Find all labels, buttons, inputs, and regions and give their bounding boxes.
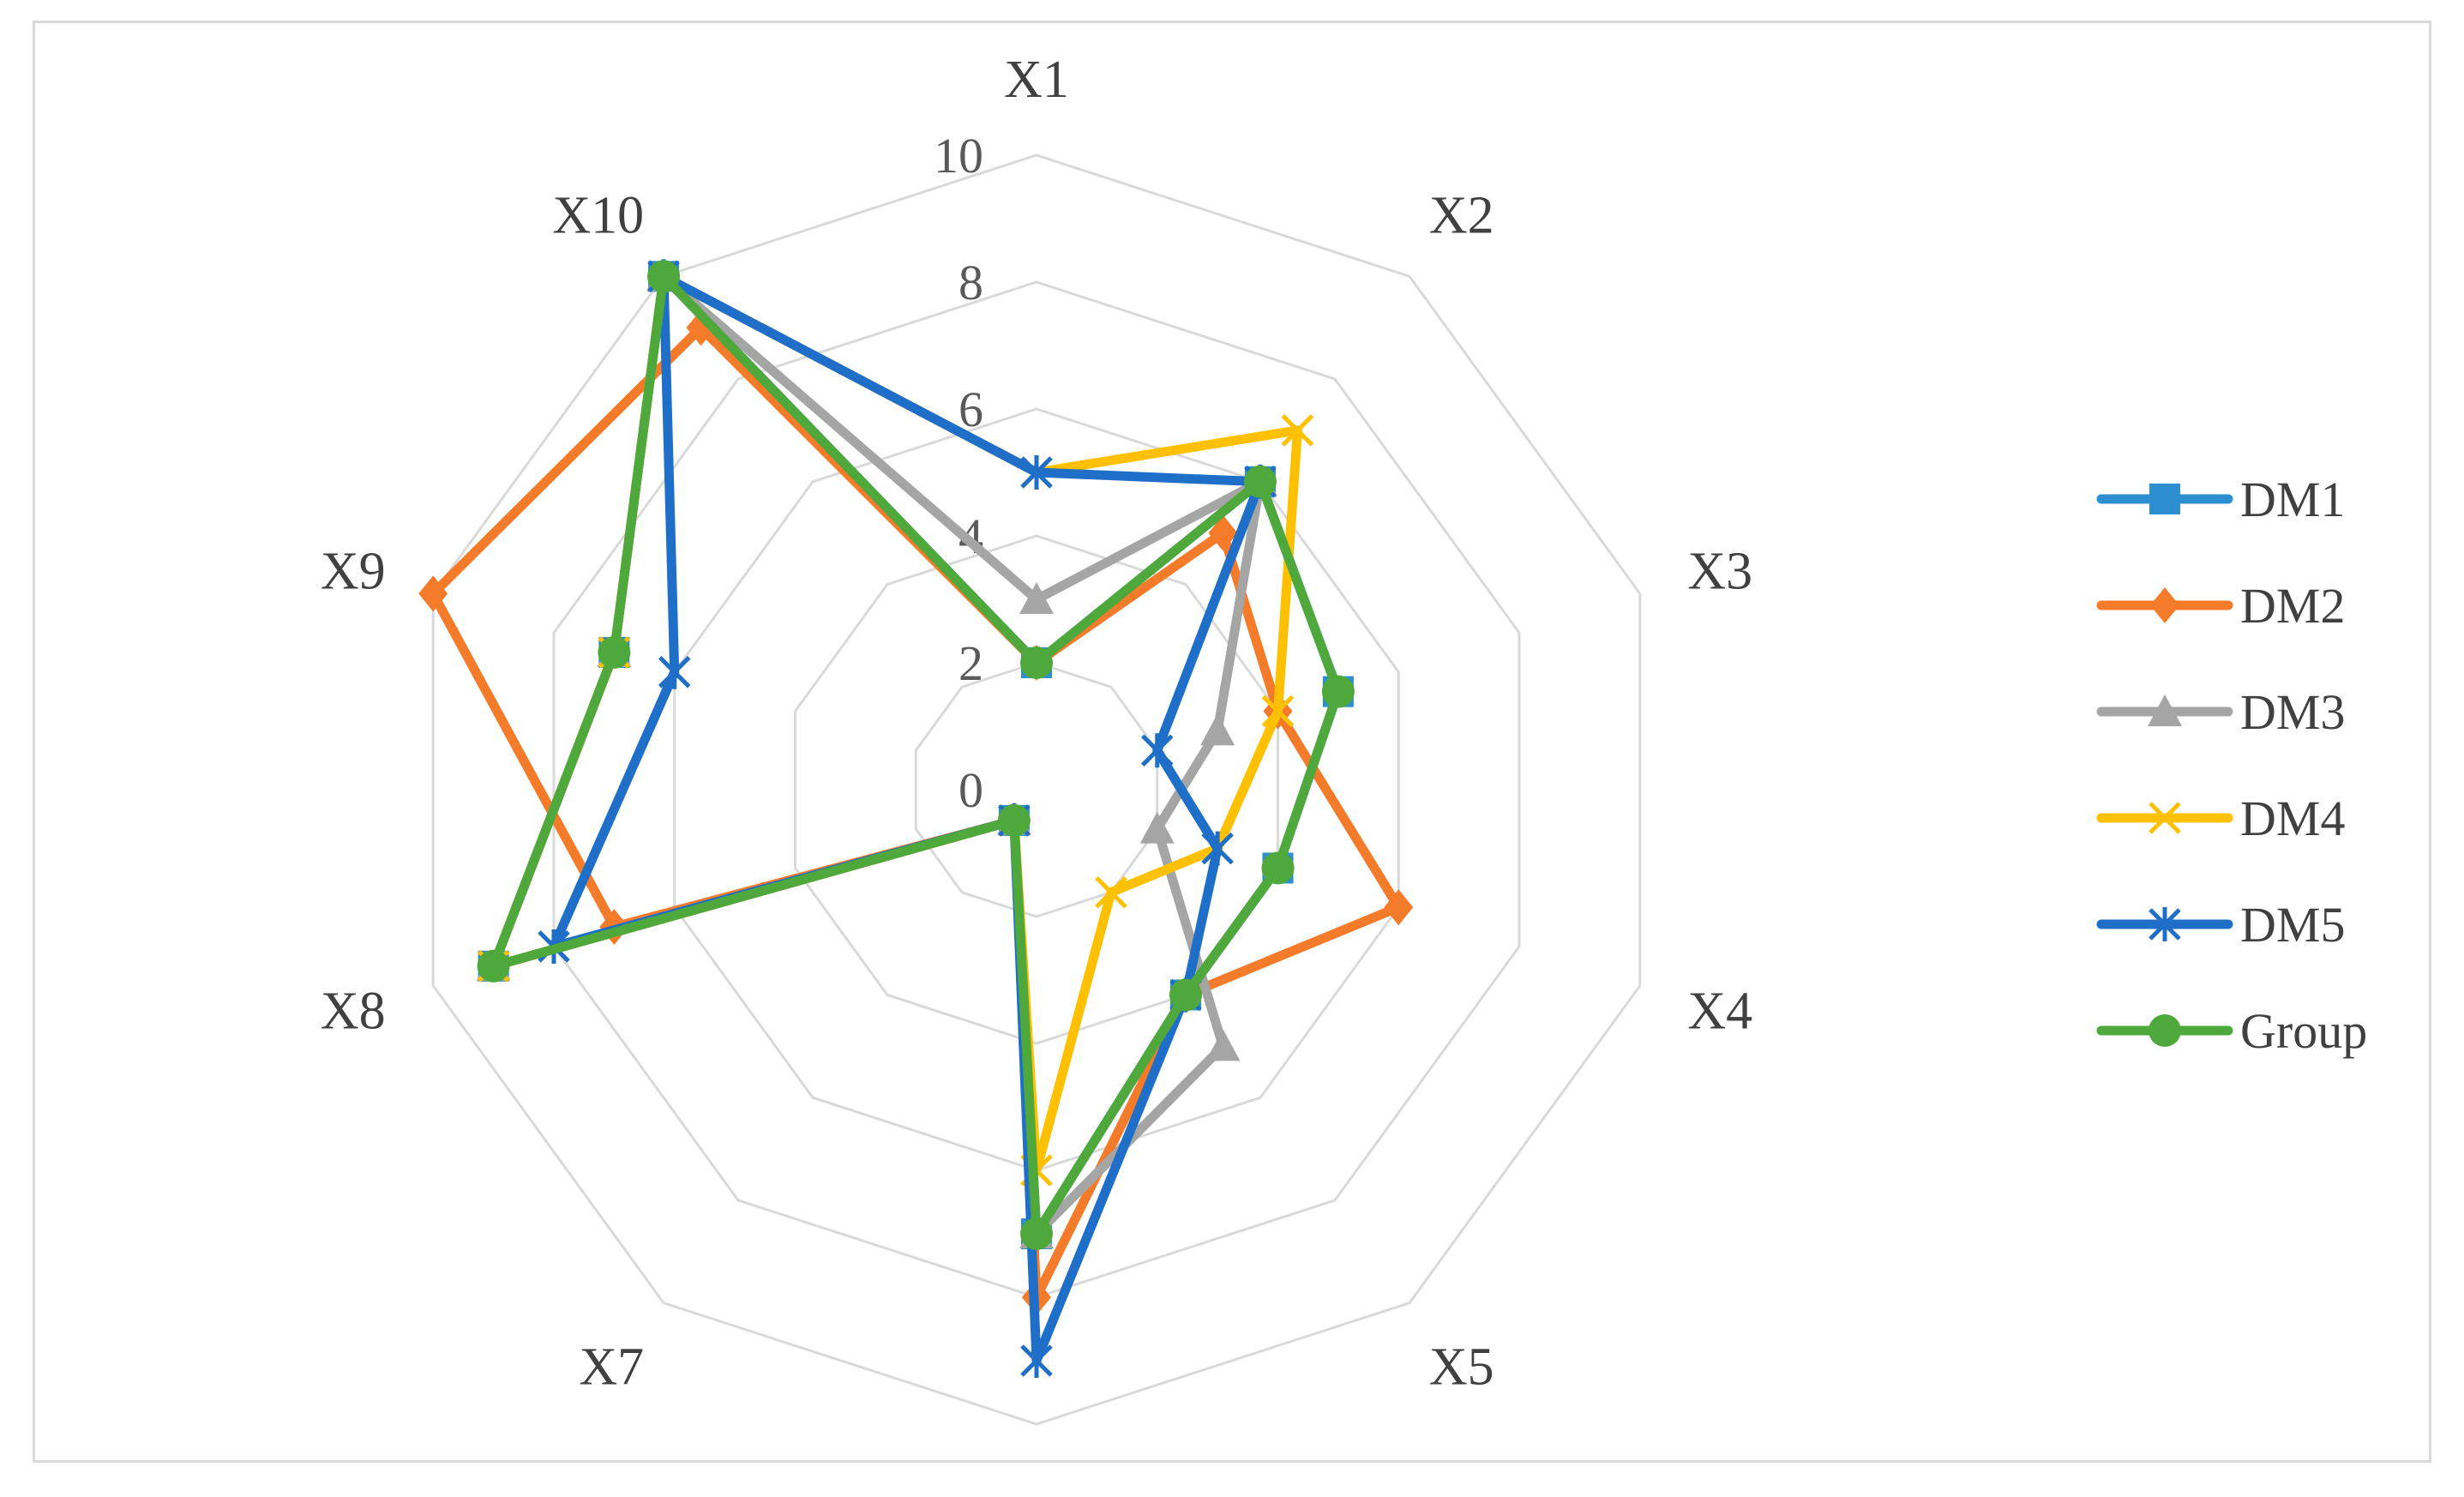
point-group-x3 [1321, 675, 1355, 708]
series-group [477, 260, 1355, 1250]
chart-frame: 0246810X1X2X3X4X5X6X7X8X9X10 DM1 DM2 DM3… [33, 21, 2431, 1463]
legend: DM1 DM2 DM3 DM4 DM5 Group [2096, 459, 2456, 1097]
axis-label-x4: X4 [1687, 982, 1752, 1040]
legend-marker-dm5 [2148, 907, 2181, 941]
legend-item-dm4: DM4 [2096, 778, 2456, 884]
grid-ring-4 [793, 534, 1280, 1045]
axis-label-x3: X3 [1687, 543, 1752, 601]
point-group-x6 [1020, 1217, 1053, 1250]
point-group-x4 [1261, 851, 1295, 885]
legend-item-dm2: DM2 [2096, 565, 2456, 671]
point-dm5-x3 [1140, 733, 1174, 768]
legend-swatch-dm4 [2096, 802, 2233, 834]
axis-label-x5: X5 [1429, 1338, 1494, 1396]
axis-label-x9: X9 [321, 543, 386, 601]
point-dm5-x4 [1201, 831, 1234, 866]
axis-label-x7: X7 [579, 1338, 644, 1396]
point-group-x10 [647, 260, 681, 293]
point-dm2-x2 [1208, 514, 1238, 551]
point-dm5-x9 [658, 654, 691, 689]
point-dm3-x4 [1139, 811, 1175, 844]
axis-label-x8: X8 [321, 982, 386, 1040]
radar-chart: 0246810X1X2X3X4X5X6X7X8X9X10 [321, 51, 1752, 1426]
point-dm5-x6 [1020, 1344, 1053, 1378]
point-dm4-x5 [1095, 875, 1127, 909]
point-dm2-x4 [1384, 889, 1414, 926]
axis-label-x2: X2 [1429, 187, 1494, 245]
legend-label-group: Group [2240, 1003, 2368, 1059]
legend-label-dm3: DM3 [2240, 684, 2346, 740]
legend-marker-dm4 [2148, 802, 2181, 834]
legend-swatch-dm5 [2096, 907, 2233, 941]
legend-label-dm2: DM2 [2240, 578, 2346, 634]
legend-item-dm5: DM5 [2096, 884, 2456, 990]
point-dm3-x3 [1200, 713, 1235, 746]
point-group-x8 [477, 949, 510, 983]
legend-marker-group [2148, 1014, 2181, 1047]
legend-marker-dm1 [2149, 484, 2180, 514]
legend-label-dm1: DM1 [2240, 472, 2346, 527]
legend-label-dm5: DM5 [2240, 897, 2346, 953]
point-dm3-x1 [1019, 582, 1054, 614]
grid-ring-2 [914, 661, 1159, 918]
legend-marker-dm2 [2150, 587, 2179, 623]
legend-item-group: Group [2096, 990, 2456, 1097]
point-group-x9 [598, 635, 631, 669]
point-dm5-x1 [1020, 455, 1053, 490]
legend-item-dm3: DM3 [2096, 671, 2456, 778]
axis-label-x1: X1 [1004, 51, 1069, 109]
legend-swatch-group [2096, 1014, 2233, 1047]
radial-tick-label-0: 0 [959, 762, 983, 818]
point-dm4-x3 [1261, 694, 1295, 728]
point-dm3-x5 [1205, 1029, 1241, 1061]
point-group-x2 [1243, 465, 1277, 498]
point-group-x7 [997, 803, 1031, 837]
grid-ring-10 [431, 153, 1642, 1426]
radial-tick-label-8: 8 [959, 255, 983, 310]
axis-label-x10: X10 [552, 187, 644, 245]
legend-swatch-dm3 [2096, 694, 2233, 726]
radial-tick-label-6: 6 [959, 382, 983, 437]
point-dm2-x9 [418, 575, 448, 612]
legend-item-dm1: DM1 [2096, 459, 2456, 565]
legend-marker-dm3 [2148, 694, 2182, 726]
radial-tick-label-2: 2 [959, 635, 983, 691]
point-group-x5 [1169, 978, 1202, 1012]
legend-label-dm4: DM4 [2240, 791, 2346, 846]
legend-swatch-dm2 [2096, 587, 2233, 623]
radial-tick-label-10: 10 [934, 128, 983, 183]
point-dm4-x2 [1281, 414, 1314, 447]
legend-swatch-dm1 [2096, 484, 2233, 514]
point-group-x1 [1020, 646, 1053, 679]
